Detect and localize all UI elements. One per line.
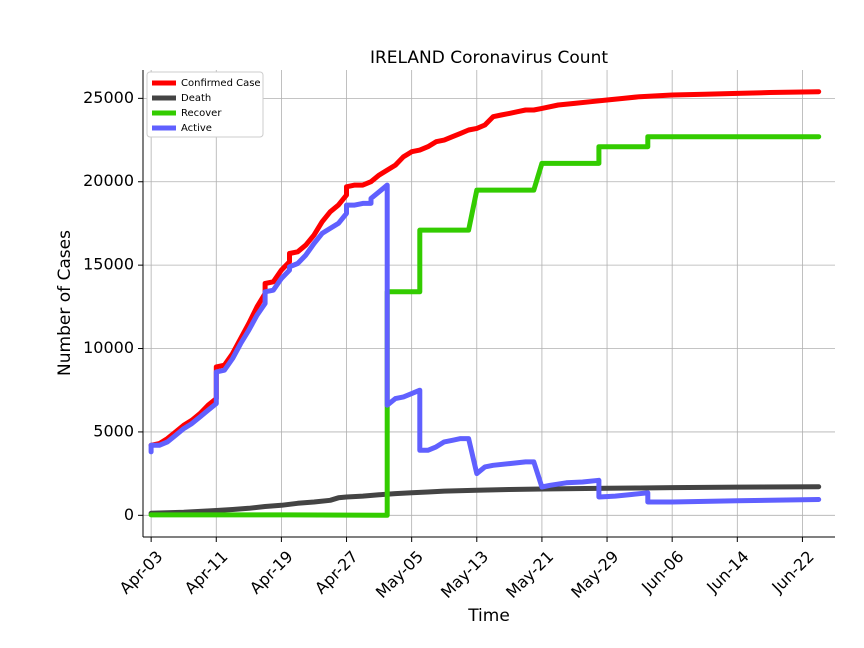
legend: Confirmed Case Death Recover Active	[146, 71, 264, 138]
legend-label-recover: Recover	[181, 108, 222, 119]
x-tick-label: Jun-14	[702, 547, 752, 597]
series-line-confirmed-case	[148, 89, 822, 448]
x-axis-label: Time	[467, 606, 510, 626]
x-tick-label: May-13	[437, 547, 492, 602]
x-tick-label: May-21	[502, 547, 557, 602]
x-tick-label: Apr-11	[181, 547, 232, 598]
x-tick-label: Jun-06	[637, 547, 687, 597]
series-line-active	[148, 182, 822, 505]
axes: Apr-03 Apr-11 Apr-19 Apr-27 May-05 May-13 May-…	[83, 70, 835, 602]
y-tick-label: 5000	[93, 421, 134, 440]
legend-frame	[146, 71, 264, 138]
y-tick-label: 20000	[83, 171, 134, 190]
legend-label-confirmed-case: Confirmed Case	[181, 78, 261, 89]
y-tick-label: 0	[124, 505, 134, 524]
series-line-death	[148, 484, 822, 516]
y-tick-label: 10000	[83, 338, 134, 357]
x-tick-label: May-05	[372, 547, 427, 602]
chart-title: IRELAND Coronavirus Count	[370, 48, 608, 68]
x-tick-label: May-29	[567, 547, 622, 602]
y-tick-label: 15000	[83, 255, 134, 274]
x-tick-label: Apr-27	[311, 547, 362, 598]
legend-label-active: Active	[181, 123, 212, 134]
x-tick-label: Apr-03	[116, 547, 167, 598]
x-tick-label: Jun-22	[767, 547, 817, 597]
x-tick-label: Apr-19	[246, 547, 297, 598]
series-line-recover	[148, 134, 822, 518]
y-axis-label: Number of Cases	[55, 230, 75, 376]
series-lines	[148, 89, 822, 518]
legend-label-death: Death	[181, 93, 211, 104]
y-tick-label: 25000	[83, 88, 134, 107]
